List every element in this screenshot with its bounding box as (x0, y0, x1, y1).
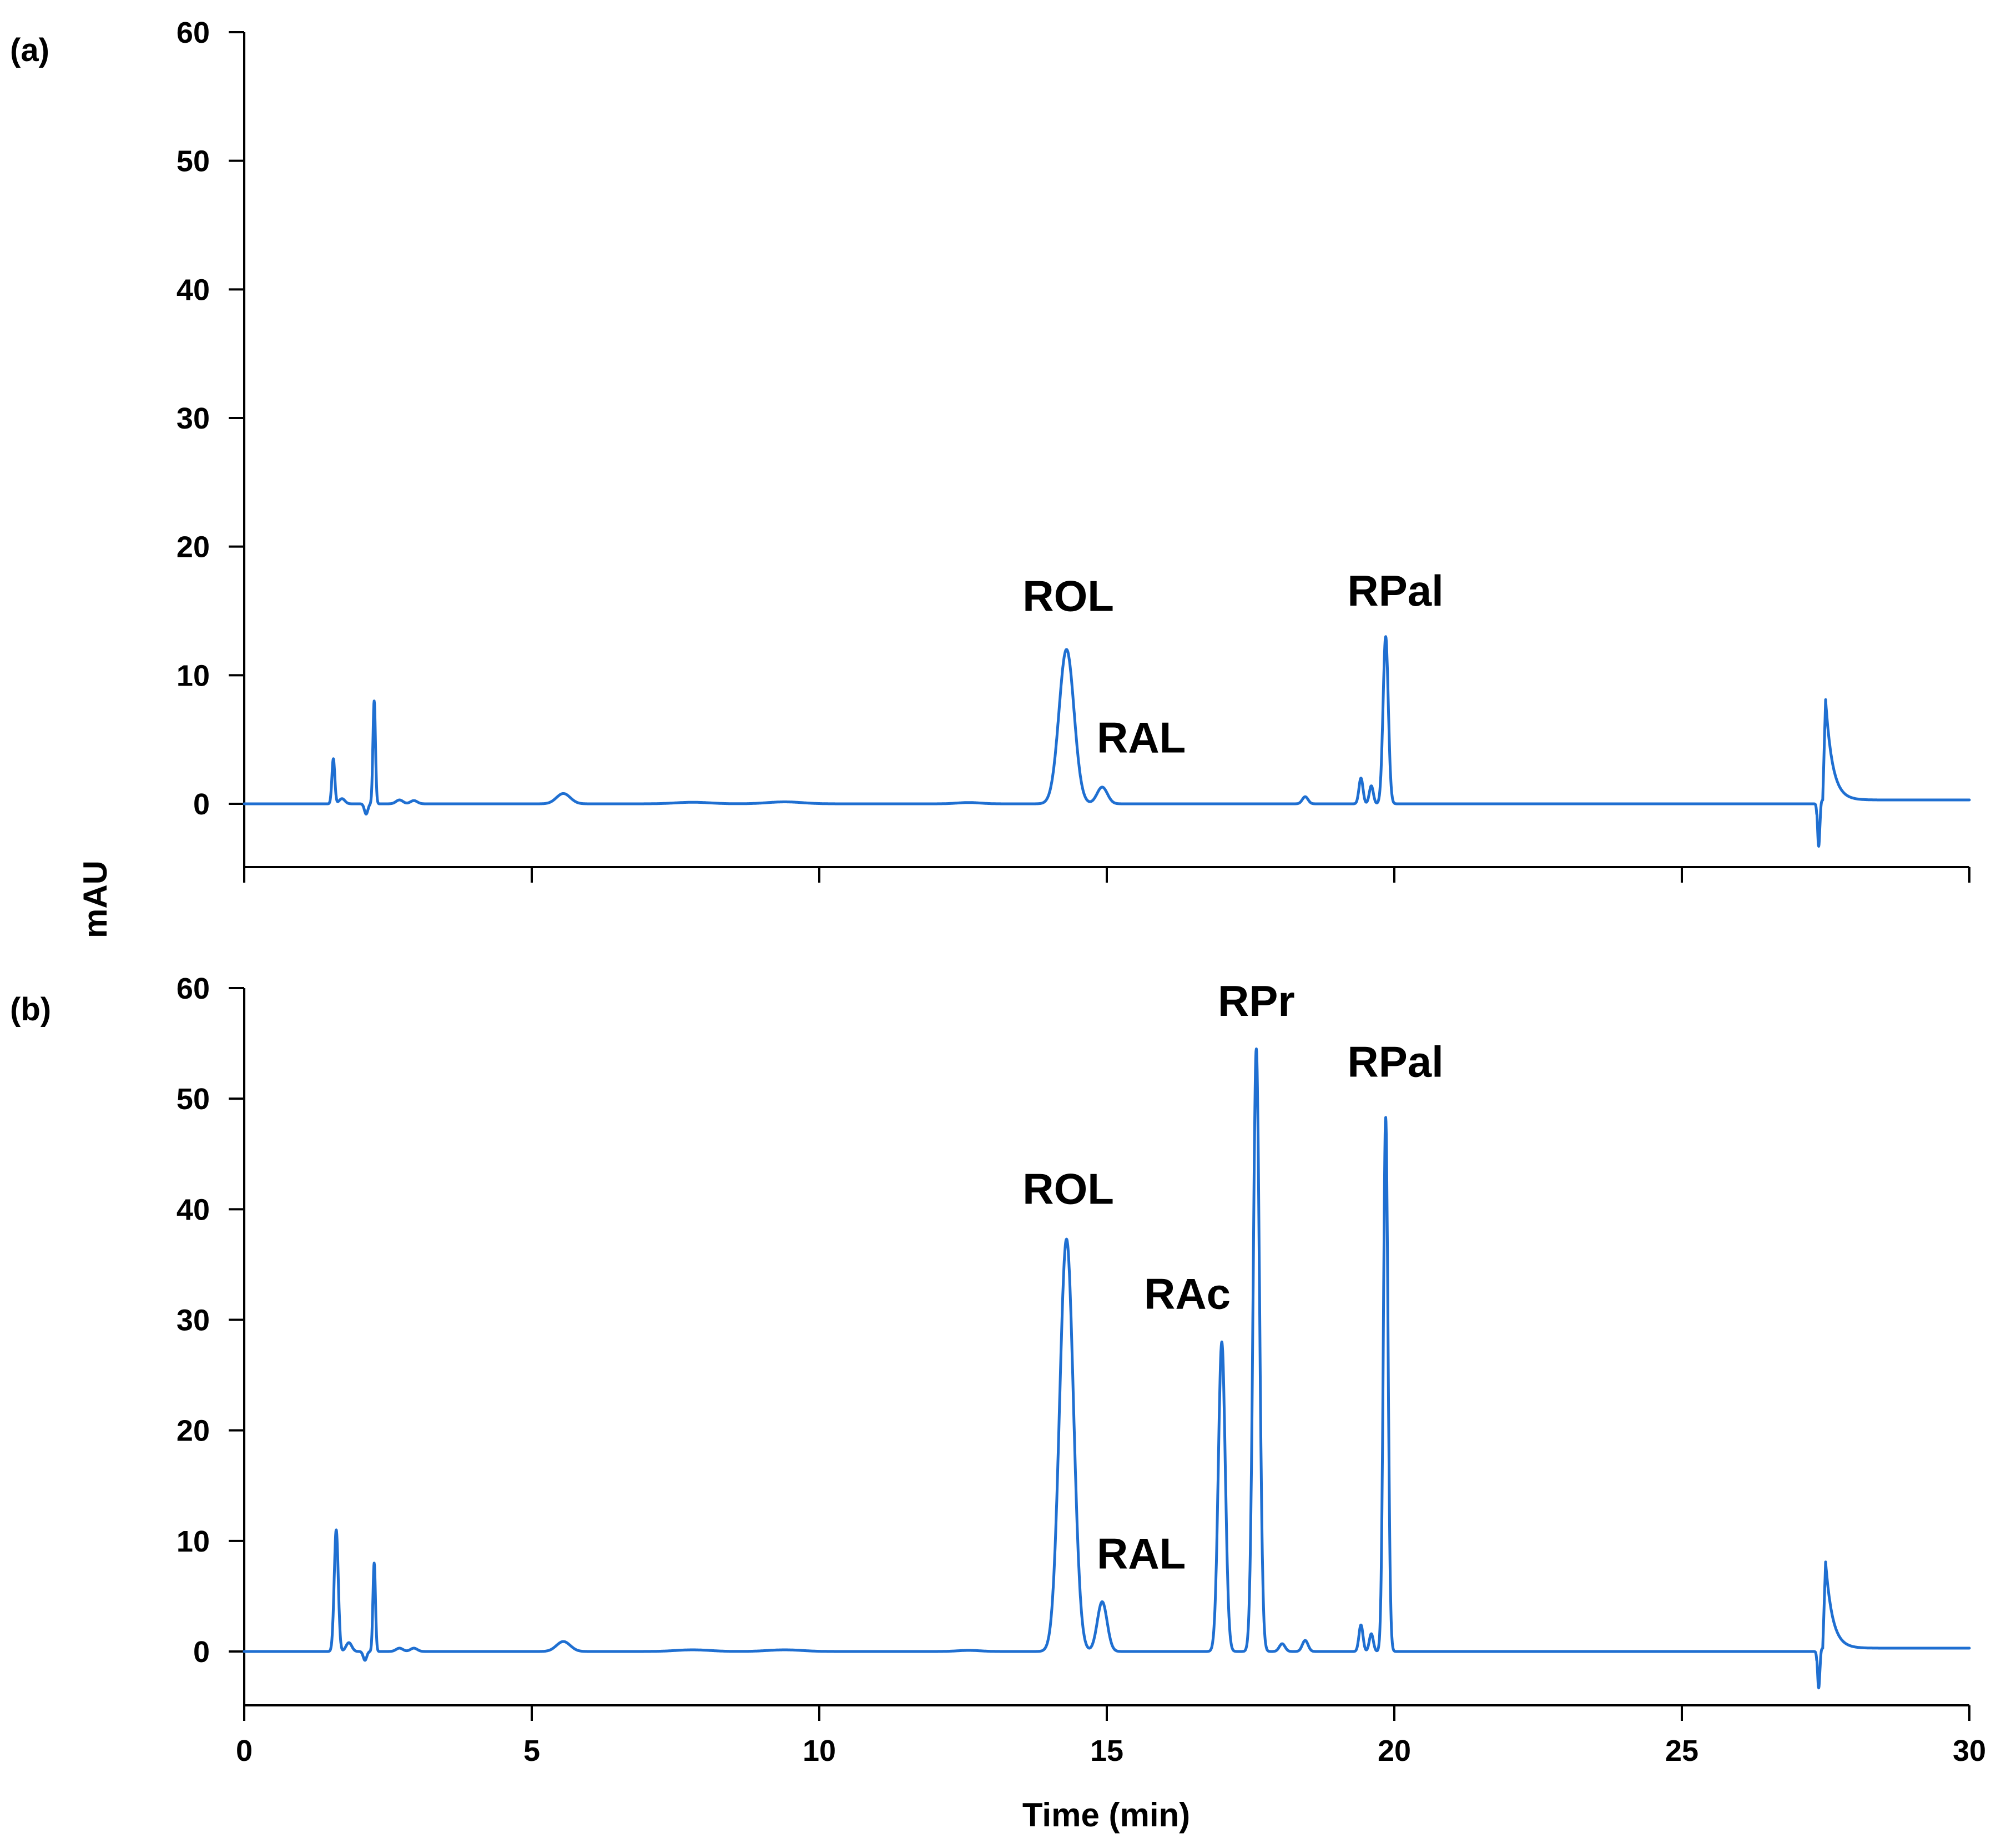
x-axis-title: Time (min) (1022, 1796, 1190, 1834)
panel-b-trace (243, 1048, 1971, 1690)
panel-a-y-tick-label: 0 (193, 788, 210, 821)
panel-b-y-tick-label: 50 (177, 1082, 210, 1116)
panel-b-ticks: 0 10 20 30 40 50 60 0 5 10 15 20 25 30 (177, 972, 1986, 1768)
panel-a-y-tick-label: 40 (177, 273, 210, 306)
peak-label-ral: RAL (1097, 1529, 1186, 1578)
panel-a-y-tick-label: 30 (177, 402, 210, 435)
panel-a-ticks: 0 10 20 30 40 50 60 (177, 16, 1970, 883)
peak-label-rac: RAc (1144, 1270, 1231, 1318)
panel-b-annotations: ROL RAL RAc RPr RPal (1022, 976, 1444, 1578)
panel-b-y-tick-label: 30 (177, 1304, 210, 1337)
panel-a-y-tick-label: 60 (177, 16, 210, 49)
peak-label-rpal: RPal (1347, 566, 1443, 615)
panel-b-x-tick-label: 25 (1665, 1734, 1698, 1768)
panel-b-y-tick-label: 60 (177, 972, 210, 1005)
peak-label-rol: ROL (1022, 572, 1114, 621)
panel-a-label: (a) (10, 32, 49, 68)
panel-b-x-tick-label: 20 (1378, 1734, 1411, 1768)
panel-b-x-tick-label: 30 (1953, 1734, 1986, 1768)
panel-a-annotations: ROL RAL RPal (1022, 566, 1444, 762)
panel-b-y-tick-label: 40 (177, 1193, 210, 1226)
panel-b-y-tick-label: 20 (177, 1414, 210, 1448)
panel-b-y-tick-label: 0 (193, 1635, 210, 1669)
y-axis-title: mAU (77, 860, 114, 938)
panel-b-x-tick-label: 0 (236, 1734, 253, 1768)
peak-label-ral: RAL (1097, 713, 1186, 762)
panel-a-trace (243, 635, 1971, 848)
peak-label-rpr: RPr (1218, 976, 1295, 1025)
panel-b-y-tick-label: 10 (177, 1525, 210, 1558)
peak-label-rol: ROL (1022, 1164, 1114, 1213)
panel-b-x-tick-label: 5 (523, 1734, 540, 1768)
panel-a-y-tick-label: 20 (177, 531, 210, 564)
panel-b-x-tick-label: 10 (803, 1734, 836, 1768)
panel-b-x-tick-label: 15 (1090, 1734, 1123, 1768)
peak-label-rpal: RPal (1347, 1037, 1443, 1086)
panel-a: (a) 0 10 20 30 40 50 60 ROL RAL RPal (10, 16, 1971, 883)
panel-b-label: (b) (10, 991, 51, 1028)
panel-a-y-tick-label: 50 (177, 145, 210, 178)
panel-a-y-tick-label: 10 (177, 659, 210, 692)
